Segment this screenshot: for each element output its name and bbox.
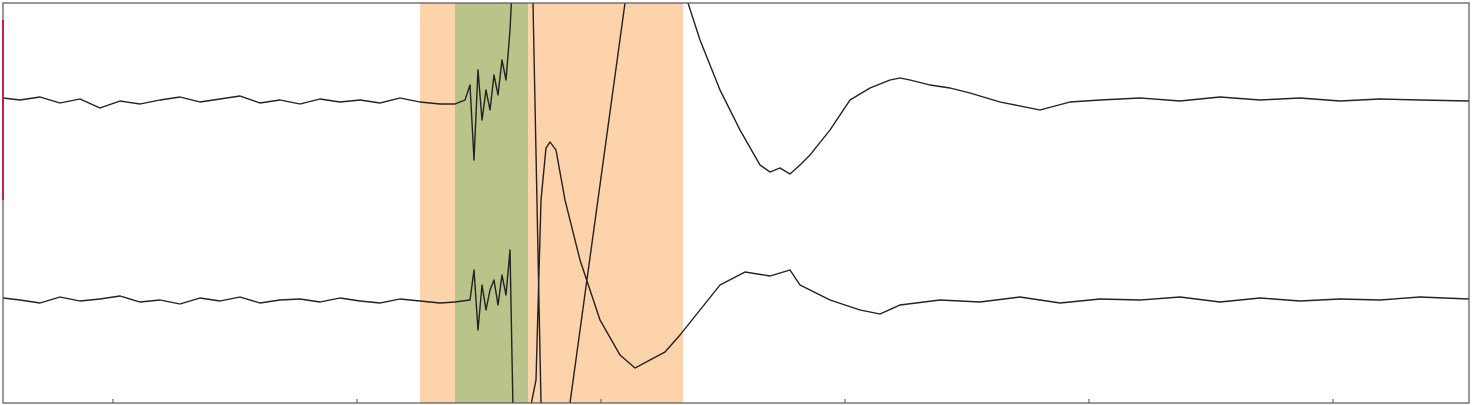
trace bbox=[3, 141, 1469, 403]
shaded-region bbox=[455, 3, 528, 403]
traces bbox=[3, 3, 1469, 403]
ticks bbox=[112, 399, 1334, 403]
regions bbox=[420, 3, 683, 403]
trace bbox=[3, 3, 1469, 403]
